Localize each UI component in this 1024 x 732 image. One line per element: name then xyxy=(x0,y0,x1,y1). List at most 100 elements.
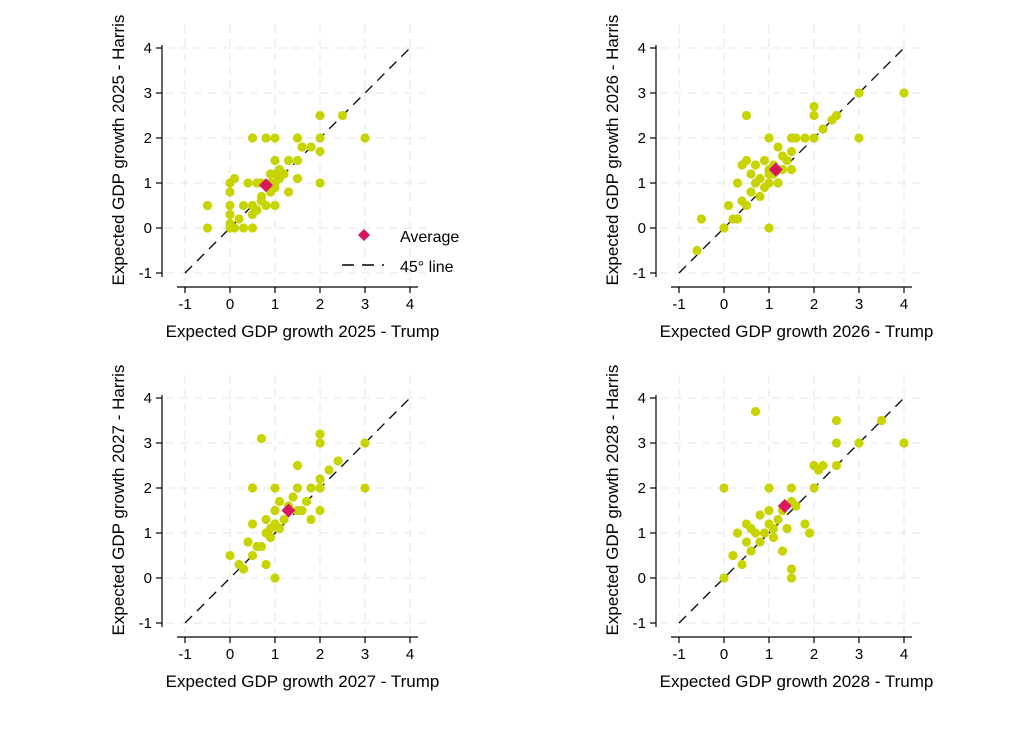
data-point xyxy=(252,205,262,215)
data-point xyxy=(759,528,770,538)
x-tick-label: 2 xyxy=(810,646,818,663)
data-point xyxy=(315,505,325,516)
data-point xyxy=(899,88,909,98)
data-point xyxy=(225,550,235,561)
data-point xyxy=(786,564,797,574)
data-point xyxy=(315,474,325,484)
y-tick-label: 1 xyxy=(638,175,646,192)
y-tick-label: 3 xyxy=(638,435,646,452)
data-point xyxy=(306,142,316,152)
data-point xyxy=(764,223,774,233)
data-point xyxy=(732,528,743,538)
y-tick-label: 0 xyxy=(144,220,152,237)
data-point xyxy=(288,492,298,502)
x-tick-label: -1 xyxy=(672,296,685,313)
data-point xyxy=(225,200,235,211)
data-point xyxy=(800,519,810,529)
y-axis-title: Expected GDP growth 2025 - Harris xyxy=(109,15,128,286)
data-point xyxy=(773,142,783,152)
data-point xyxy=(773,178,783,188)
data-point xyxy=(719,483,729,493)
data-point xyxy=(292,133,303,143)
data-point xyxy=(782,155,792,166)
data-point xyxy=(764,133,774,143)
data-point xyxy=(755,173,765,184)
data-point xyxy=(261,133,271,143)
data-point xyxy=(279,514,289,525)
data-point xyxy=(786,146,797,157)
x-tick-label: 3 xyxy=(855,646,863,663)
data-point xyxy=(306,514,316,525)
data-point xyxy=(333,456,343,466)
data-point xyxy=(270,573,280,583)
data-point xyxy=(265,169,276,179)
data-point xyxy=(818,460,828,471)
data-point xyxy=(759,182,770,193)
data-point xyxy=(692,245,702,256)
data-point xyxy=(229,223,240,233)
y-tick-label: 2 xyxy=(144,130,152,147)
y-tick-label: 0 xyxy=(144,570,152,587)
data-point xyxy=(831,415,842,426)
y-tick-label: 3 xyxy=(638,85,646,102)
x-tick-label: -1 xyxy=(178,296,191,313)
data-point xyxy=(265,532,276,543)
data-point xyxy=(360,133,370,143)
data-point xyxy=(759,155,770,166)
y-tick-label: 4 xyxy=(638,390,646,407)
data-point xyxy=(899,438,909,448)
data-point xyxy=(854,88,864,98)
data-point xyxy=(732,178,743,188)
data-point xyxy=(696,214,707,224)
data-point xyxy=(243,537,253,547)
data-point xyxy=(746,187,756,197)
data-point xyxy=(750,160,761,170)
x-tick-label: 4 xyxy=(900,646,908,663)
data-point xyxy=(301,496,312,507)
data-point xyxy=(809,101,819,112)
data-point xyxy=(234,214,244,224)
y-tick-label: -1 xyxy=(633,265,646,282)
data-point xyxy=(732,214,743,224)
y-tick-label: 1 xyxy=(144,175,152,192)
data-point xyxy=(297,505,307,516)
data-point xyxy=(737,196,747,206)
data-point xyxy=(261,559,271,570)
average-point xyxy=(768,162,783,177)
data-point xyxy=(225,187,235,197)
x-tick-label: 0 xyxy=(226,296,234,313)
data-point xyxy=(306,483,316,493)
y-tick-label: 1 xyxy=(144,525,152,542)
scatter-panel-4: -1 -1 0 0 1 1 2 2 3 3 4 4 Expected GDP growth 2028 -… xyxy=(603,365,933,691)
data-point xyxy=(256,433,267,444)
x-axis-title: Expected GDP growth 2027 - Trump xyxy=(166,672,440,691)
data-point xyxy=(831,110,842,121)
x-tick-label: 0 xyxy=(720,646,728,663)
data-point xyxy=(256,541,267,552)
data-point xyxy=(360,438,370,448)
y-axis-title: Expected GDP growth 2028 - Harris xyxy=(603,365,622,636)
diagonal-line xyxy=(678,397,905,624)
data-point xyxy=(229,173,240,184)
data-point xyxy=(809,110,819,121)
x-tick-label: 3 xyxy=(361,646,369,663)
data-point xyxy=(315,438,325,448)
data-point xyxy=(741,110,752,121)
y-tick-label: 2 xyxy=(638,130,646,147)
y-tick-label: 0 xyxy=(638,220,646,237)
y-tick-label: 3 xyxy=(144,85,152,102)
y-tick-label: 1 xyxy=(638,525,646,542)
y-tick-label: -1 xyxy=(139,615,152,632)
average-point xyxy=(259,178,273,193)
data-point xyxy=(292,173,303,184)
data-point xyxy=(324,465,334,475)
data-point xyxy=(292,155,303,166)
data-point xyxy=(791,133,801,143)
data-point xyxy=(315,483,325,493)
y-axis-title: Expected GDP growth 2026 - Harris xyxy=(603,15,622,286)
data-point xyxy=(283,187,294,197)
scatter-panel-3: -1 -1 0 0 1 1 2 2 3 3 4 4 Expected GDP growth 2027 -… xyxy=(109,365,439,691)
data-point xyxy=(809,133,819,143)
x-tick-label: -1 xyxy=(178,646,191,663)
